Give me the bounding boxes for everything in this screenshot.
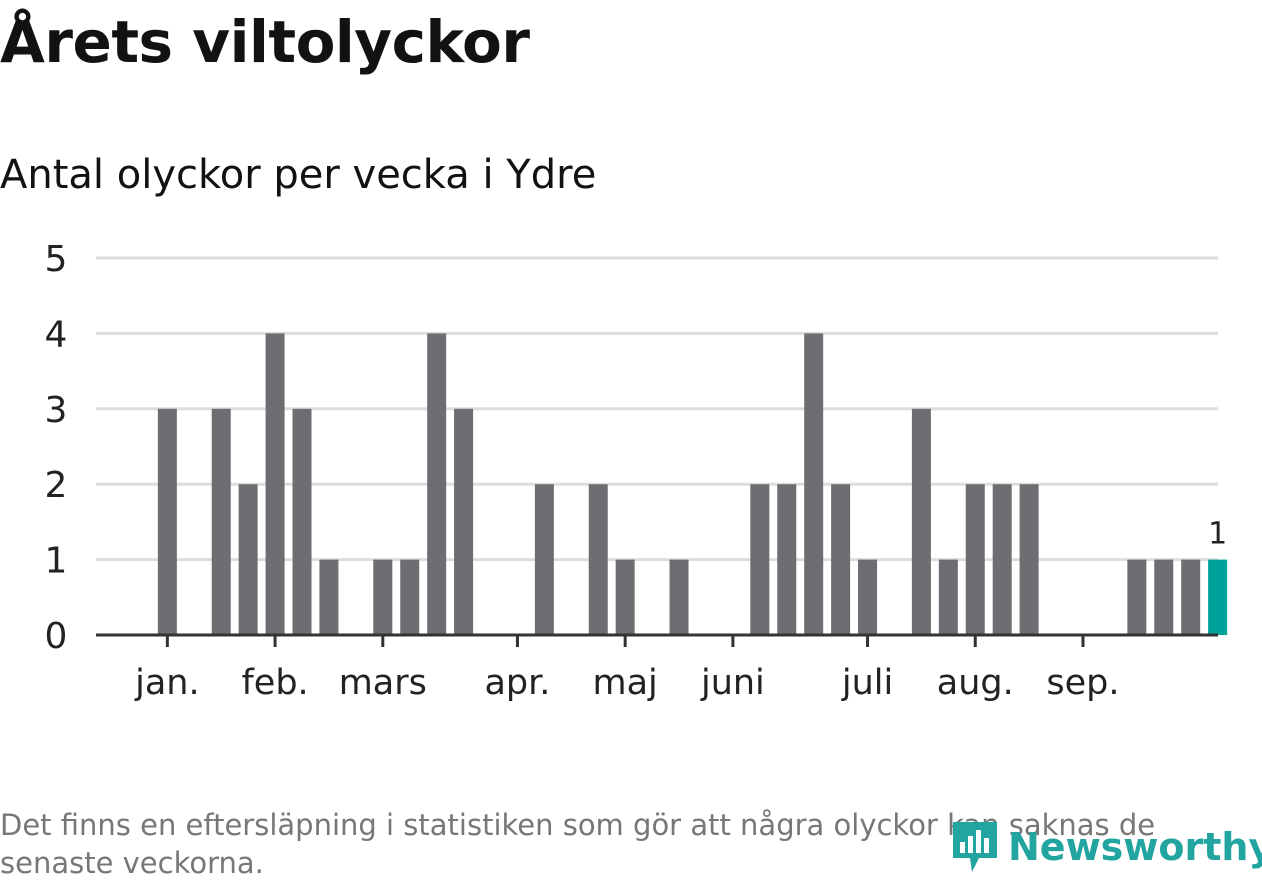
y-axis-ticks: 0 1 2 3 4 5 bbox=[45, 239, 68, 657]
x-tick-label: juli bbox=[841, 663, 893, 703]
bar bbox=[777, 484, 797, 635]
x-tick-label: juni bbox=[700, 663, 765, 703]
newsworthy-logo-text: Newsworthy bbox=[1008, 825, 1262, 869]
y-tick-label: 5 bbox=[45, 239, 68, 280]
x-tick-label: maj bbox=[593, 663, 658, 703]
y-tick-label: 2 bbox=[45, 465, 68, 506]
bar bbox=[1019, 484, 1039, 635]
chart-title: Årets viltolyckor bbox=[0, 8, 530, 76]
bar bbox=[319, 559, 339, 635]
newsworthy-logo-icon bbox=[953, 822, 997, 872]
bar-highlight bbox=[1208, 559, 1228, 635]
bar bbox=[615, 559, 635, 635]
x-tick-label: mars bbox=[339, 663, 427, 703]
bar bbox=[669, 559, 689, 635]
bar bbox=[1127, 559, 1147, 635]
data-labels: 1 bbox=[1208, 517, 1227, 552]
bar bbox=[750, 484, 770, 635]
bar-chart: 0 1 2 3 4 5 jan. feb. mars apr. maj juni juli aug. se… bbox=[45, 239, 1228, 703]
bar bbox=[831, 484, 851, 635]
bar bbox=[454, 408, 474, 635]
y-tick-label: 4 bbox=[45, 314, 68, 355]
x-tick-label: jan. bbox=[134, 663, 199, 703]
bar bbox=[292, 408, 312, 635]
y-tick-label: 3 bbox=[45, 390, 68, 431]
chart-subtitle: Antal olyckor per vecka i Ydre bbox=[0, 152, 597, 198]
bar bbox=[965, 484, 985, 635]
bar bbox=[938, 559, 958, 635]
bar bbox=[911, 408, 931, 635]
x-tick-label: apr. bbox=[484, 663, 550, 703]
y-tick-label: 0 bbox=[45, 616, 68, 657]
gridlines bbox=[96, 256, 1218, 562]
bar bbox=[534, 484, 554, 635]
bar bbox=[1154, 559, 1174, 635]
x-tick-label: aug. bbox=[937, 663, 1014, 703]
data-label-highlight: 1 bbox=[1208, 517, 1227, 552]
bar bbox=[373, 559, 393, 635]
x-axis-ticks: jan. feb. mars apr. maj juni juli aug. sep. bbox=[134, 635, 1120, 703]
bar bbox=[804, 333, 824, 635]
bar bbox=[992, 484, 1012, 635]
bar bbox=[858, 559, 878, 635]
bar bbox=[238, 484, 258, 635]
bar bbox=[400, 559, 420, 635]
bar bbox=[588, 484, 608, 635]
newsworthy-logo: Newsworthy bbox=[950, 818, 1262, 876]
bar bbox=[265, 333, 285, 635]
bar bbox=[1181, 559, 1201, 635]
bars bbox=[96, 333, 1228, 637]
x-tick-label: feb. bbox=[241, 663, 308, 703]
y-tick-label: 1 bbox=[45, 541, 68, 582]
bar bbox=[157, 408, 177, 635]
bar bbox=[427, 333, 447, 635]
x-tick-label: sep. bbox=[1046, 663, 1119, 703]
bar bbox=[211, 408, 231, 635]
